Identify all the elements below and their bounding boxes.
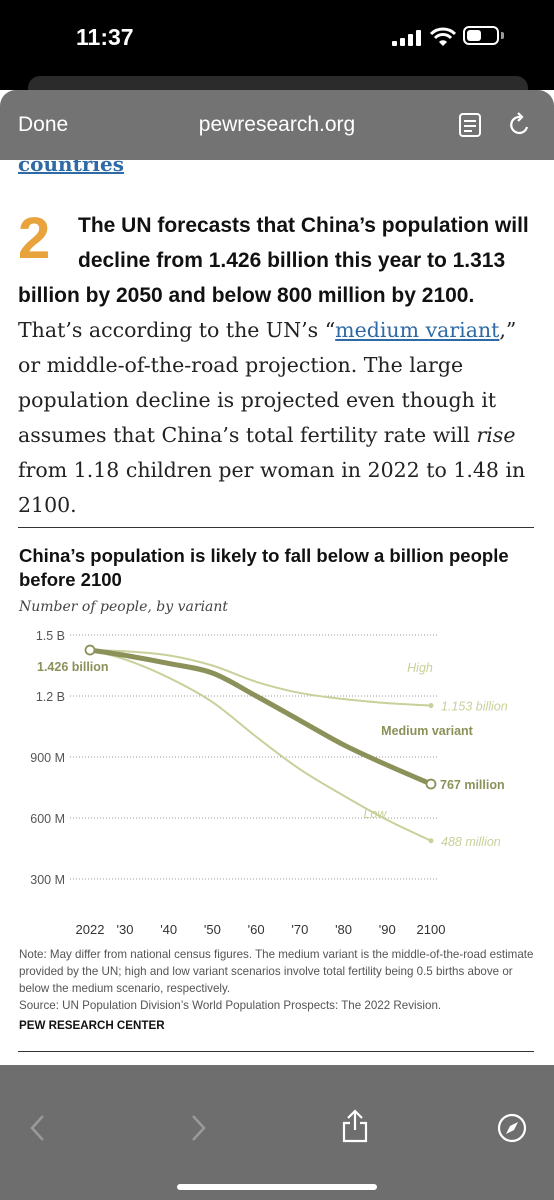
paragraph-italic: rise xyxy=(476,423,516,447)
paragraph-text-1: That’s according to the UN’s “ xyxy=(18,318,336,342)
x-tick-label: '90 xyxy=(379,922,396,937)
y-tick-label: 600 M xyxy=(30,812,65,826)
status-time: 11:37 xyxy=(76,24,134,50)
series-line-medium-variant xyxy=(87,647,434,787)
note-text: Note: May differ from national census fi… xyxy=(19,948,534,995)
url-label[interactable]: pewresearch.org xyxy=(198,113,356,136)
x-tick-label: 2022 xyxy=(76,922,105,937)
share-icon[interactable] xyxy=(341,1109,369,1143)
source-text: Source: UN Population Division’s World P… xyxy=(19,999,442,1012)
population-chart: 300 M 600 M 900 M 1.2 B 1.5 B 2022 '30 '40 '50 '6… xyxy=(30,629,508,937)
chart-bottom-rule xyxy=(18,1051,534,1052)
x-tick-label: 2100 xyxy=(417,922,446,937)
chevron-right-icon[interactable] xyxy=(188,1113,208,1143)
battery-icon xyxy=(463,26,499,45)
compass-icon[interactable] xyxy=(497,1113,527,1143)
x-tick-label: '30 xyxy=(116,922,133,937)
x-tick-label: '50 xyxy=(204,922,221,937)
end-label-low: 488 million xyxy=(441,835,501,849)
x-tick-label: '70 xyxy=(291,922,308,937)
y-tick-label: 300 M xyxy=(30,873,65,887)
status-bar: 11:37 xyxy=(0,0,554,90)
start-value-label: 1.426 billion xyxy=(37,660,109,674)
cellular-signal-icon xyxy=(392,30,421,46)
paragraph-text-3: from 1.18 children per woman in 2022 to … xyxy=(18,458,526,517)
x-tick-label: '40 xyxy=(160,922,177,937)
chevron-left-icon[interactable] xyxy=(28,1113,48,1143)
series-label-low: Low xyxy=(364,807,388,821)
end-label-medium: 767 million xyxy=(440,778,505,792)
list-number: 2 xyxy=(18,206,51,271)
paragraph-text-2: ,” or middle-of-the-road projection. The… xyxy=(18,318,517,447)
series-label-medium: Medium variant xyxy=(381,724,474,738)
done-button[interactable]: Done xyxy=(18,113,69,136)
chart-note: Note: May differ from national census fi… xyxy=(19,946,534,1014)
series-label-high: High xyxy=(407,661,433,675)
browser-top-bar: Done pewresearch.org xyxy=(0,90,554,160)
reload-icon[interactable] xyxy=(508,112,532,138)
series-line-high xyxy=(89,649,432,707)
reader-icon[interactable] xyxy=(458,112,482,138)
wifi-icon xyxy=(430,27,456,46)
chart-top-rule xyxy=(18,527,534,528)
end-label-high: 1.153 billion xyxy=(441,700,508,714)
x-tick-label: '80 xyxy=(335,922,352,937)
chart-title: China’s population is likely to fall bel… xyxy=(19,545,509,590)
end-point-medium xyxy=(425,778,437,790)
medium-variant-link[interactable]: medium variant xyxy=(335,318,500,342)
home-indicator xyxy=(177,1184,377,1190)
end-point-high xyxy=(428,703,434,709)
start-point xyxy=(84,644,96,656)
browser-toolbar xyxy=(0,1065,554,1200)
pew-logo-text: PEW RESEARCH CENTER xyxy=(19,1019,165,1032)
chart-subtitle: Number of people, by variant xyxy=(19,599,229,615)
previous-link-fragment[interactable]: countries xyxy=(18,152,124,176)
x-tick-label: '60 xyxy=(248,922,265,937)
y-tick-label: 900 M xyxy=(30,751,65,765)
y-tick-label: 1.2 B xyxy=(36,690,65,704)
series-line-low xyxy=(89,649,432,842)
lead-bold-text: The UN forecasts that China’s population… xyxy=(18,214,529,307)
article-paragraph: The UN forecasts that China’s population… xyxy=(18,208,538,523)
y-tick-label: 1.5 B xyxy=(36,629,65,643)
end-point-low xyxy=(428,838,434,844)
